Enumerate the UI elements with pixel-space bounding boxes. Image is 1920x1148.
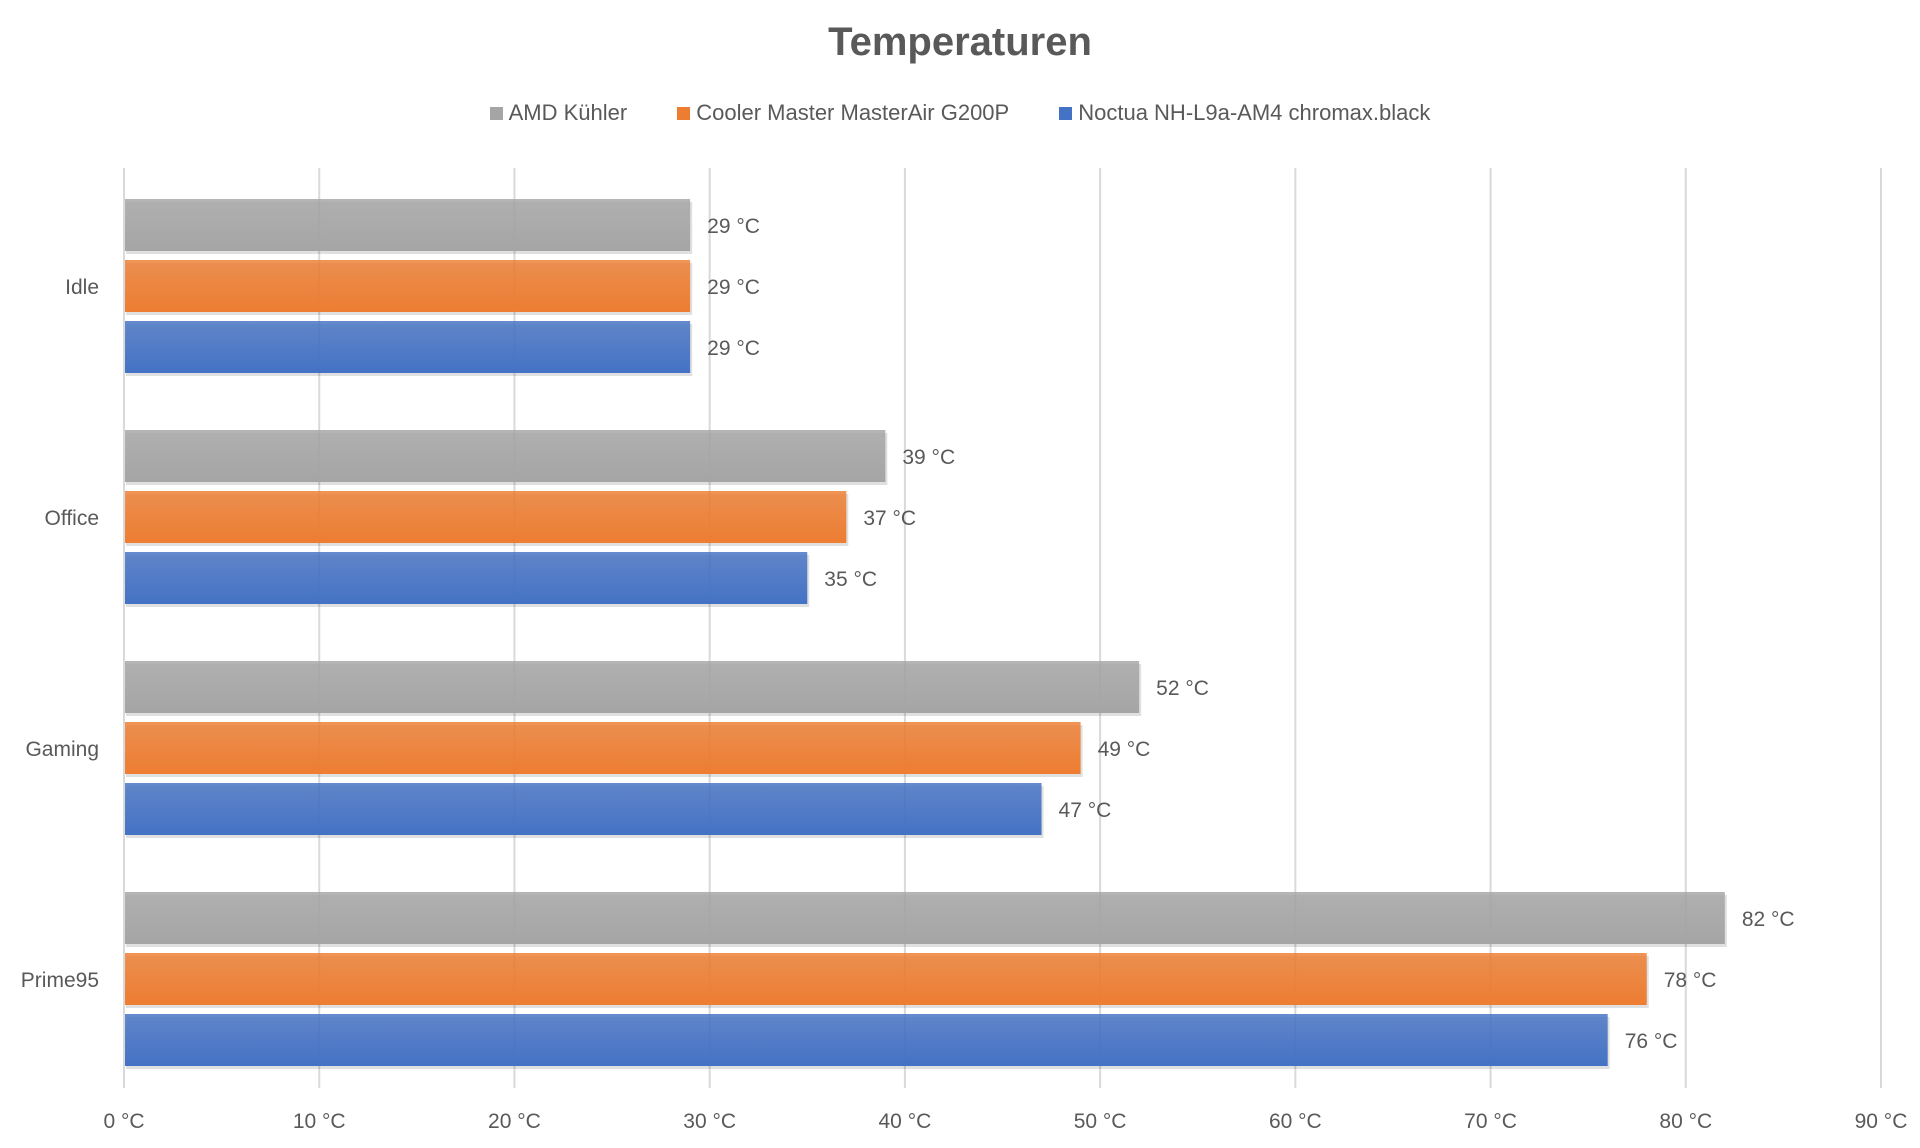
bar-gaming-amd-k-hler[interactable] xyxy=(124,661,1140,713)
data-label-prime95-cooler-master-masterair-g200p: 78 °C xyxy=(1664,969,1717,992)
bar-office-cooler-master-masterair-g200p[interactable] xyxy=(124,491,847,543)
data-label-idle-noctua-nh-l9a-am4-chromax-black: 29 °C xyxy=(707,337,760,360)
bar-office-amd-k-hler[interactable] xyxy=(124,430,886,482)
legend-label-noctua: Noctua NH-L9a-AM4 chromax.black xyxy=(1078,100,1431,125)
legend-swatch-cooler-master xyxy=(677,106,691,120)
legend: AMD Kühler Cooler Master MasterAir G200P… xyxy=(0,100,1920,126)
category-label-idle: Idle xyxy=(65,276,99,299)
x-tick-label-90: 90 °C xyxy=(1855,1110,1908,1133)
bar-gaming-cooler-master-masterair-g200p[interactable] xyxy=(124,722,1081,774)
data-label-gaming-amd-k-hler: 52 °C xyxy=(1156,677,1209,700)
data-label-office-noctua-nh-l9a-am4-chromax-black: 35 °C xyxy=(824,568,877,591)
category-label-office: Office xyxy=(45,507,99,530)
category-label-gaming: Gaming xyxy=(25,738,99,761)
bar-idle-cooler-master-masterair-g200p[interactable] xyxy=(124,260,691,312)
data-label-office-cooler-master-masterair-g200p: 37 °C xyxy=(863,507,916,530)
legend-swatch-amd xyxy=(489,106,503,120)
data-label-idle-cooler-master-masterair-g200p: 29 °C xyxy=(707,276,760,299)
legend-item-cooler-master[interactable]: Cooler Master MasterAir G200P xyxy=(677,100,1009,126)
bars xyxy=(124,199,1727,1069)
x-tick-label-70: 70 °C xyxy=(1464,1110,1517,1133)
bar-gaming-noctua-nh-l9a-am4-chromax-black[interactable] xyxy=(124,783,1042,835)
data-label-gaming-cooler-master-masterair-g200p: 49 °C xyxy=(1098,738,1151,761)
bar-prime95-amd-k-hler[interactable] xyxy=(124,892,1725,944)
data-label-idle-amd-k-hler: 29 °C xyxy=(707,215,760,238)
x-tick-label-80: 80 °C xyxy=(1659,1110,1712,1133)
axes: 0 °C 10 °C 20 °C 30 °C 40 °C 50 °C 60 °C 70 °C 8… xyxy=(21,168,1908,1133)
data-label-office-amd-k-hler: 39 °C xyxy=(902,446,955,469)
legend-label-cooler-master: Cooler Master MasterAir G200P xyxy=(696,100,1010,125)
data-label-gaming-noctua-nh-l9a-am4-chromax-black: 47 °C xyxy=(1059,799,1112,822)
bar-idle-noctua-nh-l9a-am4-chromax-black[interactable] xyxy=(124,321,691,373)
bar-office-noctua-nh-l9a-am4-chromax-black[interactable] xyxy=(124,552,808,604)
x-tick-label-30: 30 °C xyxy=(683,1110,736,1133)
data-labels: 29 °C 29 °C 29 °C 39 °C 37 °C 35 °C 52 °C 49 °C… xyxy=(707,215,1794,1053)
x-tick-label-0: 0 °C xyxy=(103,1110,144,1133)
legend-label-amd: AMD Kühler xyxy=(508,100,628,125)
x-tick-label-60: 60 °C xyxy=(1269,1110,1322,1133)
data-label-prime95-noctua-nh-l9a-am4-chromax-black: 76 °C xyxy=(1625,1030,1678,1053)
x-tick-label-10: 10 °C xyxy=(293,1110,346,1133)
legend-swatch-noctua xyxy=(1059,106,1073,120)
bar-idle-amd-k-hler[interactable] xyxy=(124,199,691,251)
bar-prime95-cooler-master-masterair-g200p[interactable] xyxy=(124,953,1647,1005)
category-label-prime95: Prime95 xyxy=(21,969,99,992)
chart-title: Temperaturen xyxy=(828,20,1092,64)
x-tick-label-40: 40 °C xyxy=(879,1110,932,1133)
x-tick-label-20: 20 °C xyxy=(488,1110,541,1133)
legend-item-amd[interactable]: AMD Kühler xyxy=(489,100,628,126)
bar-prime95-noctua-nh-l9a-am4-chromax-black[interactable] xyxy=(124,1014,1608,1066)
x-tick-label-50: 50 °C xyxy=(1074,1110,1127,1133)
data-label-prime95-amd-k-hler: 82 °C xyxy=(1742,908,1795,931)
legend-item-noctua[interactable]: Noctua NH-L9a-AM4 chromax.black xyxy=(1059,100,1430,126)
